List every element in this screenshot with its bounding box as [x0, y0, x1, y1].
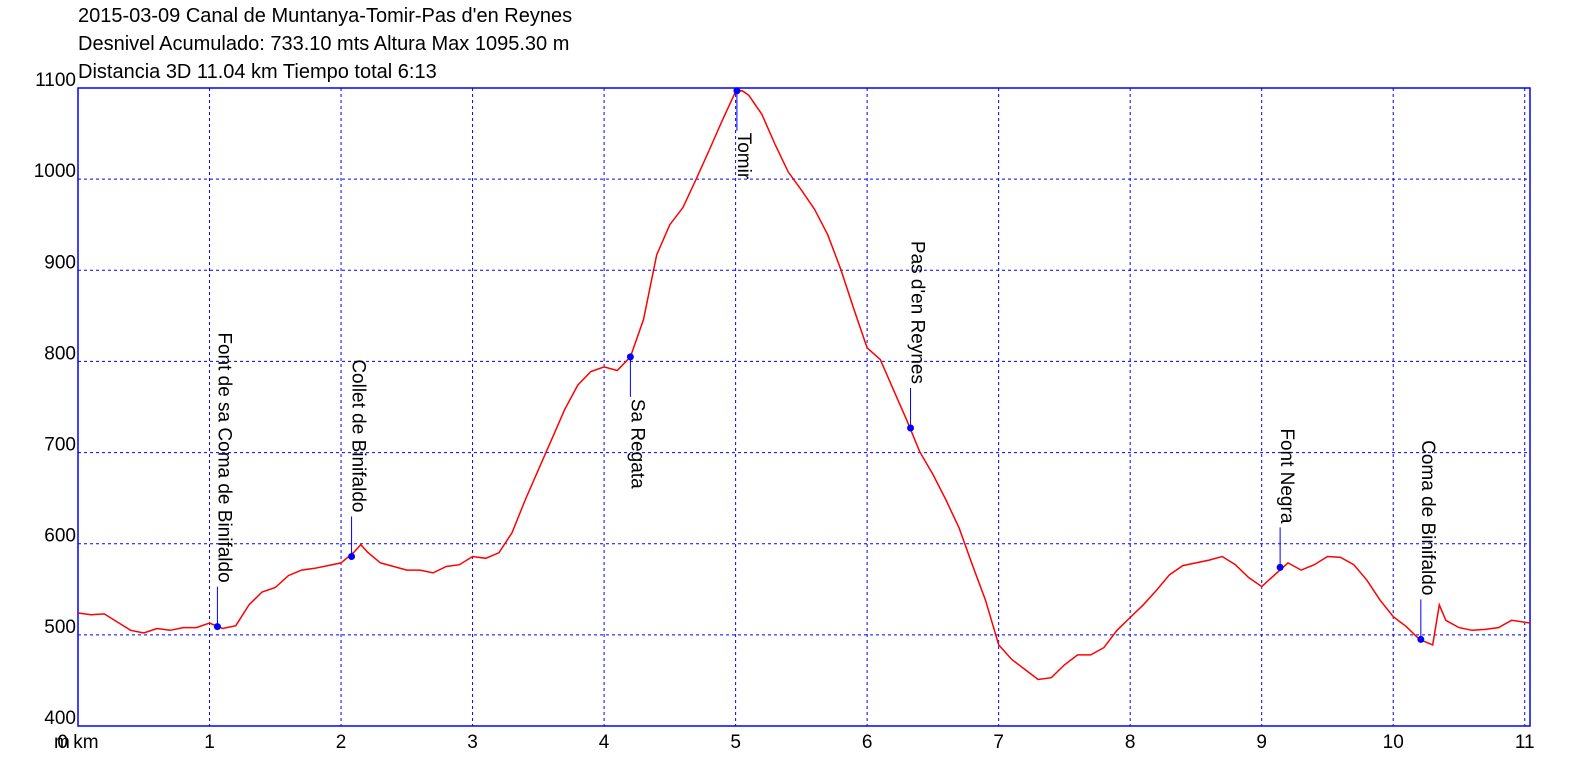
waypoint-label: Sa Regata — [626, 399, 647, 489]
y-tick-label: 1100 — [35, 70, 76, 91]
waypoint-label: Font de sa Coma de Binifaldo — [213, 332, 234, 582]
waypoint-marker — [733, 87, 741, 95]
x-tick-label: 6 — [862, 732, 873, 753]
waypoint-marker — [1276, 563, 1284, 571]
x-tick-label: 11 — [1515, 732, 1535, 753]
y-unit: m — [54, 732, 70, 753]
y-tick-label: 700 — [44, 435, 76, 456]
waypoint-marker — [907, 424, 915, 432]
waypoint-label: Font Negra — [1276, 428, 1297, 523]
x-tick-label: 3 — [467, 732, 478, 753]
waypoint-marker — [348, 552, 356, 560]
title-line: Desnivel Acumulado: 733.10 mts Altura Ma… — [78, 33, 569, 55]
x-tick-label: 5 — [730, 732, 741, 753]
elevation-line — [77, 89, 1531, 681]
waypoint-marker — [1417, 635, 1425, 643]
x-tick-label: 7 — [993, 732, 1004, 753]
plot-border — [77, 87, 1531, 727]
waypoint-marker — [626, 353, 634, 361]
waypoint-label: Tomir — [733, 133, 754, 180]
y-tick-label: 800 — [44, 343, 76, 364]
y-tick-label: 600 — [44, 526, 76, 547]
x-tick-label: 4 — [599, 732, 610, 753]
waypoint-label: Coma de Binifaldo — [1417, 440, 1438, 595]
y-tick-label: 1000 — [34, 161, 76, 182]
waypoint-label: Collet de Binifaldo — [348, 359, 369, 512]
waypoint-label: Pas d'en Reynes — [907, 241, 928, 384]
y-tick-label: 400 — [44, 708, 76, 729]
x-tick-label: 10 — [1383, 732, 1404, 753]
x-tick-label: 0 km — [57, 732, 98, 753]
x-tick-label: 9 — [1256, 732, 1267, 753]
waypoint-marker — [213, 623, 221, 631]
x-tick-label: 8 — [1125, 732, 1136, 753]
title-line: Distancia 3D 11.04 km Tiempo total 6:13 — [78, 61, 437, 83]
y-tick-label: 900 — [44, 252, 76, 273]
title-line: 2015-03-09 Canal de Muntanya-Tomir-Pas d… — [78, 5, 572, 27]
x-tick-label: 1 — [204, 732, 215, 753]
y-tick-label: 500 — [44, 617, 76, 638]
x-tick-label: 2 — [336, 732, 347, 753]
